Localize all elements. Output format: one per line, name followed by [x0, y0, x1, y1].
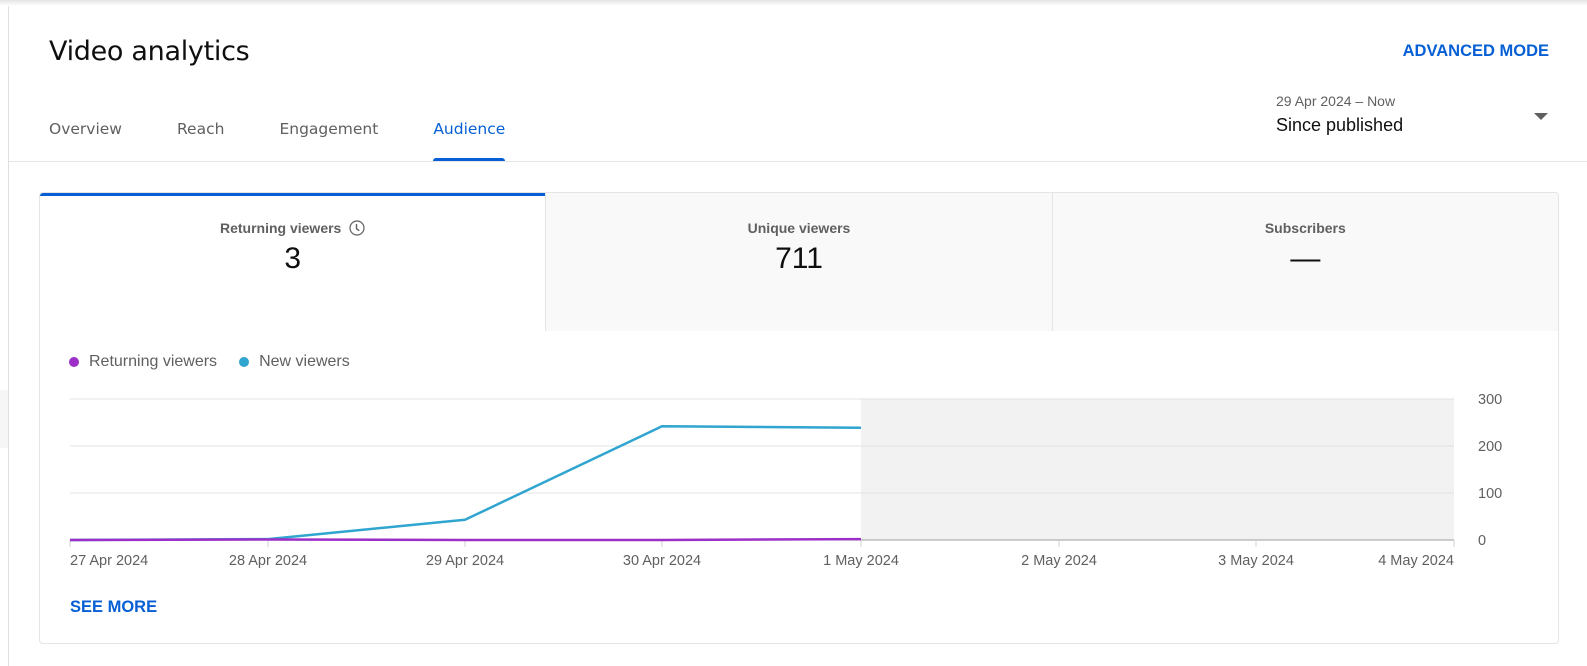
tab-audience[interactable]: Audience — [433, 120, 506, 162]
legend-label: Returning viewers — [89, 353, 218, 370]
metric-value: 3 — [284, 242, 301, 275]
audience-card: Returning viewers 3 Unique viewers 711 S… — [39, 192, 1559, 644]
future-shaded-region — [861, 399, 1454, 540]
metric-label: Unique viewers — [747, 220, 851, 236]
series-line-returning-viewers[interactable] — [69, 537, 862, 542]
metric-subscribers[interactable]: Subscribers — — [1051, 193, 1558, 331]
y-tick-label: 200 — [1478, 439, 1502, 455]
x-tick-label: 2 May 2024 — [1021, 553, 1097, 569]
x-tick-label: 3 May 2024 — [1218, 553, 1294, 569]
metric-unique-viewers[interactable]: Unique viewers 711 — [545, 193, 1052, 331]
x-tick-label: 29 Apr 2024 — [426, 553, 504, 569]
date-range-label: Since published — [1276, 115, 1404, 135]
metric-returning-viewers[interactable]: Returning viewers 3 — [40, 193, 546, 331]
left-divider — [8, 6, 9, 666]
tab-divider — [9, 161, 1587, 162]
series-line-new-viewers[interactable] — [69, 425, 862, 542]
tab-reach[interactable]: Reach — [176, 120, 225, 138]
legend-new-viewers: New viewers — [239, 353, 350, 371]
metric-label: Subscribers — [1264, 220, 1346, 236]
metric-tabs: Returning viewers 3 Unique viewers 711 S… — [40, 193, 1558, 331]
y-tick-label: 100 — [1478, 486, 1502, 502]
see-more-link[interactable]: SEE MORE — [70, 598, 158, 616]
y-tick-label: 0 — [1478, 533, 1486, 549]
metric-label-wrap: Returning viewers — [220, 220, 365, 236]
tab-bar: Overview Reach Engagement Audience — [49, 120, 560, 162]
clock-icon — [349, 220, 365, 236]
metric-label: Returning viewers — [219, 220, 342, 236]
date-range-text: 29 Apr 2024 – Now — [1276, 93, 1396, 109]
tab-overview[interactable]: Overview — [49, 120, 122, 138]
x-tick-label: 28 Apr 2024 — [229, 553, 307, 569]
chart-legend: Returning viewers New viewers — [69, 353, 350, 371]
dropdown-caret-icon — [1534, 113, 1548, 120]
tab-engagement[interactable]: Engagement — [279, 120, 379, 138]
y-tick-label: 300 — [1478, 392, 1502, 408]
legend-returning-viewers: Returning viewers — [69, 353, 217, 371]
sidebar-edge — [0, 390, 8, 448]
legend-dot-icon — [239, 357, 250, 367]
x-tick-label: 1 May 2024 — [823, 553, 899, 569]
legend-dot-icon — [69, 357, 79, 367]
page-title: Video analytics — [49, 36, 250, 67]
x-tick-label: 27 Apr 2024 — [70, 553, 148, 569]
x-tick-label: 4 May 2024 — [1378, 553, 1454, 569]
date-range-dropdown[interactable]: 29 Apr 2024 – Now Since published — [1276, 93, 1556, 136]
x-tick-label: 30 Apr 2024 — [623, 553, 701, 569]
top-shadow — [0, 0, 1587, 6]
metric-value: — — [1290, 242, 1321, 275]
advanced-mode-button[interactable]: ADVANCED MODE — [1402, 42, 1549, 60]
legend-label: New viewers — [259, 353, 350, 370]
metric-value: 711 — [775, 242, 823, 275]
line-chart[interactable]: 0 100 200 300 27 Apr 2024 28 Apr 2024 29 Apr 2… — [40, 383, 1559, 583]
